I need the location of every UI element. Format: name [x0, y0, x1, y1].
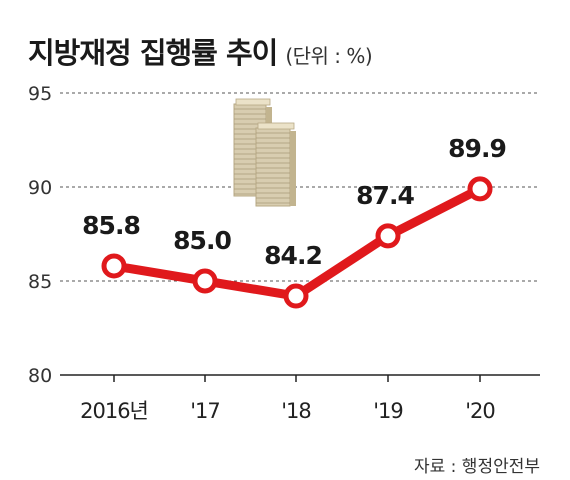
unit-label: (단위 : %): [285, 44, 373, 68]
data-point: [467, 176, 493, 202]
data-label: 85.8: [82, 211, 140, 240]
bill-stack-top: [235, 98, 271, 106]
data-label: 84.2: [264, 241, 322, 270]
x-tick-label: '20: [465, 399, 495, 423]
y-tick-label: 95: [28, 83, 52, 105]
bill-stack: [255, 127, 291, 207]
y-tick-label: 80: [28, 365, 52, 387]
data-label: 89.9: [448, 134, 506, 163]
source-note: 자료 : 행정안전부: [413, 457, 540, 477]
x-tick-label: 2016년: [80, 399, 148, 423]
x-tick-label: '19: [373, 399, 403, 423]
money-stacks-icon: [233, 98, 296, 207]
data-label: 85.0: [173, 226, 231, 255]
bill-stack-side: [290, 131, 296, 206]
data-label: 87.4: [356, 181, 414, 210]
bill-stack-top: [257, 122, 295, 130]
x-tick-label: '17: [190, 399, 220, 423]
title-row: 지방재정 집행률 추이 (단위 : %): [28, 30, 373, 72]
data-point: [283, 283, 309, 309]
x-tick-label: '18: [281, 399, 311, 423]
y-tick-label: 85: [28, 271, 52, 293]
line-layer: [101, 176, 493, 309]
chart-title: 지방재정 집행률 추이: [28, 36, 278, 70]
y-tick-label: 90: [28, 177, 52, 199]
grid-layer: 95 90 85 80 2016년 '17 '18 '19 '20: [28, 83, 540, 423]
data-point: [375, 223, 401, 249]
data-point: [192, 268, 218, 294]
data-point: [101, 253, 127, 279]
label-layer: 85.8 85.0 84.2 87.4 89.9: [82, 134, 507, 270]
